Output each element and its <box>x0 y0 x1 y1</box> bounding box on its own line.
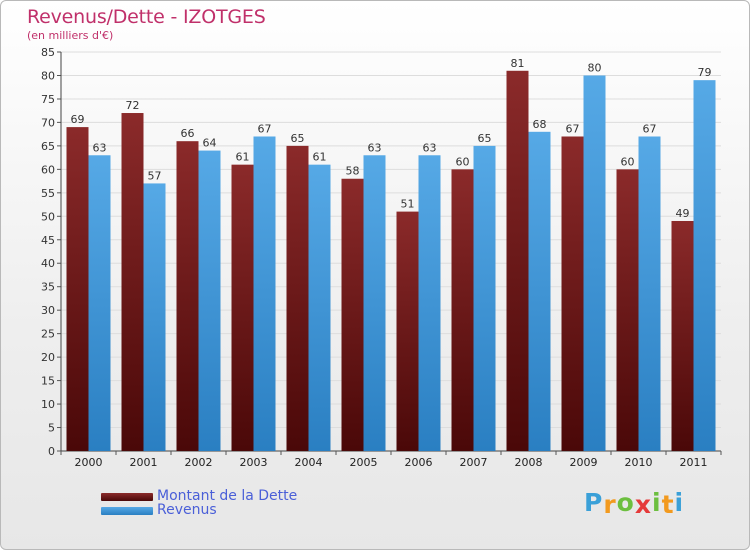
logo-letter: i <box>652 488 662 517</box>
chart-subtitle: (en milliers d'€) <box>27 29 114 42</box>
x-tick-label: 2009 <box>570 456 598 469</box>
data-label-revenus: 61 <box>313 151 327 164</box>
bar-revenus <box>253 136 276 451</box>
logo-letter: o <box>616 488 635 517</box>
x-tick-label: 2000 <box>75 456 103 469</box>
data-label-revenus: 63 <box>423 141 437 154</box>
y-tick-label: 30 <box>41 304 55 317</box>
bar-revenus <box>583 75 606 452</box>
bar-revenus <box>308 164 331 452</box>
y-tick-label: 70 <box>41 116 55 129</box>
y-tick-label: 75 <box>41 93 55 106</box>
x-tick-label: 2004 <box>295 456 323 469</box>
chart-title: Revenus/Dette - IZOTGES <box>27 6 266 28</box>
logo-letter: t <box>661 490 675 519</box>
bar-revenus <box>693 80 716 451</box>
bar-dette <box>451 169 474 451</box>
data-label-dette: 81 <box>511 57 525 70</box>
proxiti-logo: Proxiti <box>584 488 685 519</box>
bar-revenus <box>198 150 221 451</box>
y-tick-label: 15 <box>41 375 55 388</box>
logo-letter: P <box>584 488 604 517</box>
bar-dette <box>671 220 694 451</box>
data-label-revenus: 63 <box>368 141 382 154</box>
y-tick-label: 25 <box>41 328 55 341</box>
data-label-dette: 72 <box>126 99 140 112</box>
y-tick-label: 45 <box>41 234 55 247</box>
x-tick-label: 2007 <box>460 456 488 469</box>
bar-dette <box>286 145 309 451</box>
data-label-dette: 69 <box>71 113 85 126</box>
data-label-dette: 49 <box>676 207 690 220</box>
y-tick-label: 55 <box>41 187 55 200</box>
bar-dette <box>341 178 364 451</box>
data-label-revenus: 57 <box>148 169 162 182</box>
logo-letter: i <box>674 488 685 517</box>
x-tick-label: 2002 <box>185 456 213 469</box>
y-tick-label: 80 <box>41 69 55 82</box>
x-tick-label: 2001 <box>130 456 158 469</box>
bar-dette <box>616 169 639 451</box>
x-tick-label: 2003 <box>240 456 268 469</box>
bar-revenus <box>638 136 661 451</box>
legend-label-dette: Montant de la Dette <box>157 488 298 504</box>
legend-label-revenus: Revenus <box>157 502 217 518</box>
bar-revenus <box>143 183 166 451</box>
y-tick-label: 40 <box>41 257 55 270</box>
bar-revenus <box>473 145 496 451</box>
x-tick-label: 2008 <box>515 456 543 469</box>
bar-dette <box>506 70 529 451</box>
data-label-dette: 60 <box>456 155 470 168</box>
y-tick-label: 10 <box>41 398 55 411</box>
y-tick-label: 65 <box>41 140 55 153</box>
y-tick-label: 35 <box>41 281 55 294</box>
y-tick-label: 85 <box>41 46 55 59</box>
x-tick-label: 2005 <box>350 456 378 469</box>
y-tick-label: 0 <box>48 445 55 458</box>
data-label-revenus: 79 <box>698 66 712 79</box>
x-tick-label: 2010 <box>625 456 653 469</box>
x-tick-label: 2006 <box>405 456 433 469</box>
logo-letter: x <box>634 490 652 519</box>
data-label-revenus: 67 <box>643 122 657 135</box>
bar-revenus <box>88 155 111 452</box>
y-tick-label: 20 <box>41 351 55 364</box>
legend-swatch-revenus <box>101 507 153 515</box>
data-label-dette: 67 <box>566 122 580 135</box>
data-label-dette: 58 <box>346 165 360 178</box>
y-tick-label: 60 <box>41 163 55 176</box>
y-tick-label: 50 <box>41 210 55 223</box>
bar-dette <box>66 127 89 451</box>
data-label-dette: 51 <box>401 198 415 211</box>
bar-dette <box>231 164 254 452</box>
data-label-revenus: 80 <box>588 61 602 74</box>
data-label-revenus: 64 <box>203 137 217 150</box>
data-label-revenus: 67 <box>258 122 272 135</box>
y-tick-label: 5 <box>48 422 55 435</box>
bar-dette <box>176 141 199 451</box>
data-label-revenus: 63 <box>93 141 107 154</box>
bar-revenus <box>418 155 441 452</box>
logo-letter: r <box>603 490 617 519</box>
bar-dette <box>561 136 584 451</box>
bar-dette <box>396 211 419 451</box>
data-label-revenus: 68 <box>533 118 547 131</box>
data-label-dette: 66 <box>181 127 195 140</box>
data-label-dette: 65 <box>291 132 305 145</box>
legend-swatch-dette <box>101 493 153 501</box>
bar-dette <box>121 113 144 451</box>
x-tick-label: 2011 <box>680 456 708 469</box>
bar-revenus <box>528 131 551 452</box>
data-label-dette: 61 <box>236 151 250 164</box>
data-label-revenus: 65 <box>478 132 492 145</box>
bar-revenus <box>363 155 386 452</box>
data-label-dette: 60 <box>621 155 635 168</box>
